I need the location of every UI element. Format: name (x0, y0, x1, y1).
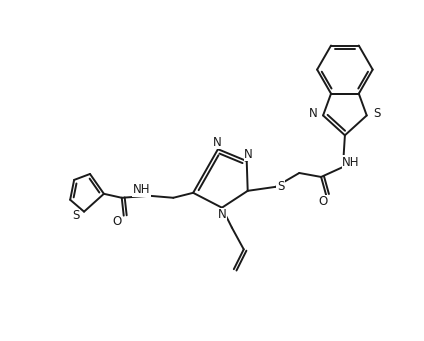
Text: N: N (212, 136, 221, 149)
Text: NH: NH (133, 183, 151, 196)
Text: S: S (73, 209, 80, 222)
Text: S: S (277, 180, 284, 193)
Text: N: N (218, 208, 226, 221)
Text: NH: NH (342, 155, 360, 168)
Text: S: S (373, 107, 380, 120)
Text: O: O (112, 215, 121, 228)
Text: N: N (309, 107, 318, 120)
Text: N: N (244, 148, 253, 161)
Text: O: O (318, 195, 328, 208)
